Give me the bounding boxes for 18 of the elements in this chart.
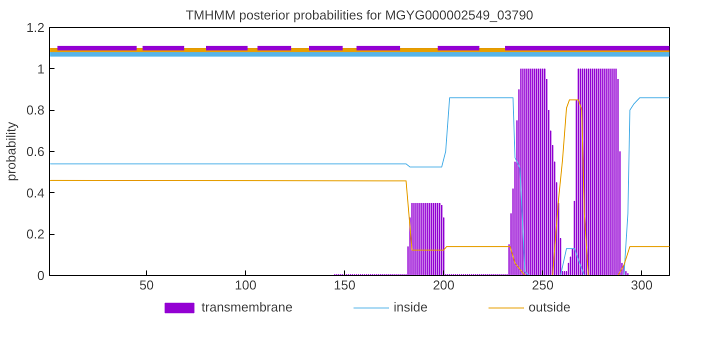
- y-tick-label: 1.2: [26, 20, 45, 35]
- y-tick-label: 1: [37, 61, 45, 76]
- chart-title: TMHMM posterior probabilities for MGYG000002549_03790: [186, 8, 534, 22]
- y-tick-label: 0.8: [26, 102, 45, 118]
- x-tick-label: 50: [139, 278, 154, 292]
- y-tick-label: 0.2: [26, 226, 45, 242]
- x-tick-label: 300: [630, 278, 653, 292]
- y-tick-label: 0.4: [26, 185, 45, 200]
- y-tick-label: 0.6: [26, 144, 45, 159]
- legend-label: transmembrane: [202, 300, 293, 314]
- x-tick-label: 200: [432, 278, 455, 292]
- y-tick-label: 0: [37, 268, 45, 283]
- x-tick-label: 150: [334, 278, 356, 292]
- y-axis-title: probability: [3, 121, 18, 182]
- x-tick-label: 100: [234, 278, 256, 292]
- legend-label: inside: [394, 300, 428, 314]
- legend-label: outside: [528, 300, 570, 314]
- x-tick-label: 250: [532, 278, 554, 292]
